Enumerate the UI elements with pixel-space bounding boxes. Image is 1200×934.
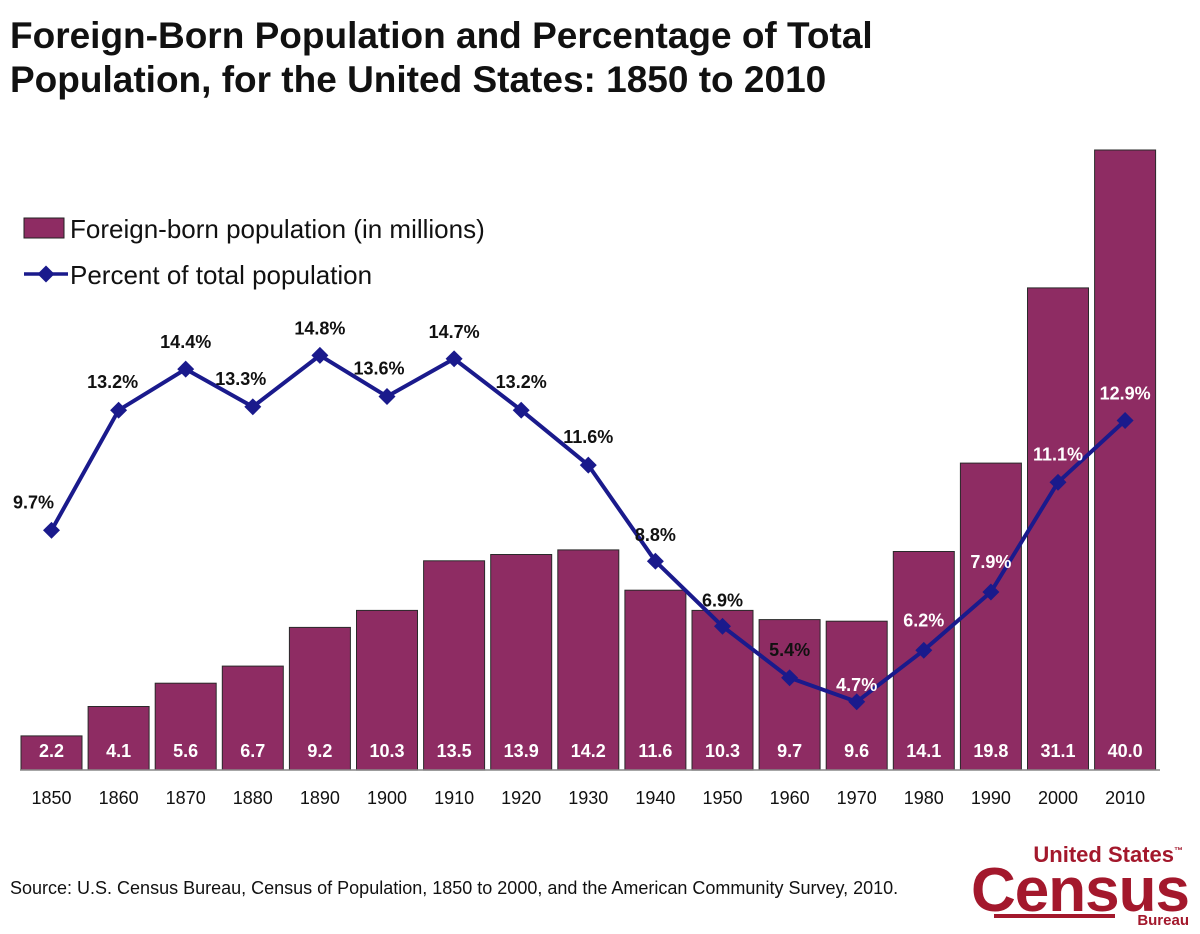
bar-2000 [1027,287,1089,771]
bar-1910 [423,560,486,771]
bar-1940 [624,589,687,771]
legend-bar-swatch [23,217,65,239]
bar-value-label-1950: 10.3 [705,741,740,761]
bar-value-label-2010: 40.0 [1108,741,1143,761]
x-tick-1870: 1870 [166,788,206,808]
x-tick-1880: 1880 [233,788,273,808]
bar-1960 [758,619,821,771]
x-tick-1990: 1990 [971,788,1011,808]
x-tick-1940: 1940 [635,788,675,808]
x-tick-1950: 1950 [702,788,742,808]
source-note: Source: U.S. Census Bureau, Census of Po… [10,878,899,898]
percent-label-1980: 6.2% [903,610,944,630]
x-tick-1910: 1910 [434,788,474,808]
percent-marker-1960 [781,669,799,687]
bar-value-label-1890: 9.2 [307,741,332,761]
bar-value-label-1910: 13.5 [437,741,472,761]
percent-label-1970: 4.7% [836,675,877,695]
logo-underline [994,914,1115,918]
bar-value-label-1920: 13.9 [504,741,539,761]
percent-label-1940: 8.8% [635,525,676,545]
bar-value-label-1990: 19.8 [973,741,1008,761]
bar-value-label-2000: 31.1 [1040,741,1075,761]
bar-value-label-1970: 9.6 [844,741,869,761]
percent-label-1860: 13.2% [87,372,138,392]
percent-marker-1910 [445,350,463,368]
percent-label-2010: 12.9% [1100,384,1151,404]
percent-label-1960: 5.4% [769,640,810,660]
x-tick-2000: 2000 [1038,788,1078,808]
percent-marker-1990 [982,583,1000,601]
bar-1920 [490,554,553,771]
x-tick-1850: 1850 [31,788,71,808]
x-tick-label-group: 1850 1860 1870 1880 1890 1900 1910 1920 1930 1940… [31,788,1145,808]
bar-1870 [154,682,217,771]
x-tick-1920: 1920 [501,788,541,808]
percent-marker-1860 [110,401,128,419]
legend-line-marker [37,265,55,283]
legend: Foreign-born population (in millions) Pe… [23,214,485,290]
bar-value-label-1860: 4.1 [106,741,131,761]
x-tick-1930: 1930 [568,788,608,808]
x-tick-1980: 1980 [904,788,944,808]
percent-marker-1920 [512,401,530,419]
legend-bar-label: Foreign-born population (in millions) [70,214,485,244]
percent-marker-1940 [646,552,664,570]
x-tick-1900: 1900 [367,788,407,808]
percent-label-1920: 13.2% [496,372,547,392]
bar-2010 [1094,149,1157,771]
x-tick-1890: 1890 [300,788,340,808]
bar-value-label-1850: 2.2 [39,741,64,761]
bar-value-label-1980: 14.1 [906,741,941,761]
percent-label-1910: 14.7% [429,322,480,342]
percent-marker-1900 [378,388,396,405]
percent-label-1990: 7.9% [970,552,1011,572]
bar-1980 [892,551,955,771]
x-tick-1960: 1960 [770,788,810,808]
bar-value-label-1960: 9.7 [777,741,802,761]
percent-label-2000: 11.1% [1033,444,1083,464]
bar-value-label-1940: 11.6 [638,741,672,761]
percent-marker-1880 [244,398,262,416]
legend-line-label: Percent of total population [70,260,372,290]
percent-label-1870: 14.4% [160,332,211,352]
bar-1950 [691,609,754,771]
x-tick-1970: 1970 [837,788,877,808]
bar-value-label-1930: 14.2 [571,741,606,761]
percent-marker-1970 [848,693,866,711]
census-logo[interactable]: United States™ Census Bureau [971,842,1195,929]
bar-1880 [221,665,284,771]
percent-label-1880: 13.3% [215,369,266,389]
logo-line-1: United States™ [1033,842,1183,867]
percent-label-group: 9.7% 13.2% 14.4%13.3% 14.8% 13.6% 14.7% 13.2% 1… [13,318,1151,694]
bar-value-label-1880: 6.7 [240,741,265,761]
bar-1900 [356,609,418,771]
chart-title: Foreign-Born Population and Percentage o… [10,15,873,100]
percent-label-1950: 6.9% [702,590,743,610]
chart-canvas: 2.2 4.1 5.6 6.7 9.2 10.3 13.5 13.9 14.2 11.6 10.3 9… [13,149,1160,808]
logo-line-3: Bureau [1137,912,1189,929]
percent-marker-1850 [43,521,60,539]
percent-marker-1980 [915,641,933,659]
x-tick-2010: 2010 [1105,788,1145,808]
percent-marker-1930 [579,456,597,474]
percent-marker-1890 [311,346,329,364]
percent-label-1850: 9.7% [13,492,54,512]
percent-label-1890: 14.8% [294,318,345,338]
percent-marker-1950 [714,617,731,635]
bar-1860 [87,706,150,771]
percent-label-1900: 13.6% [353,359,404,379]
bar-1990 [959,462,1022,771]
logo-line-2: Census [971,856,1190,925]
percent-label-1930: 11.6% [563,427,613,447]
bar-1930 [557,549,620,771]
bar-value-label-1870: 5.6 [173,741,198,761]
x-tick-1860: 1860 [99,788,139,808]
bar-1890 [288,626,351,771]
bar-label-group: 2.2 4.1 5.6 6.7 9.2 10.3 13.5 13.9 14.2 11.6 10.3 9… [39,741,1143,761]
bar-group [20,149,1157,771]
bar-value-label-1900: 10.3 [369,741,404,761]
percent-marker-1870 [177,360,195,378]
